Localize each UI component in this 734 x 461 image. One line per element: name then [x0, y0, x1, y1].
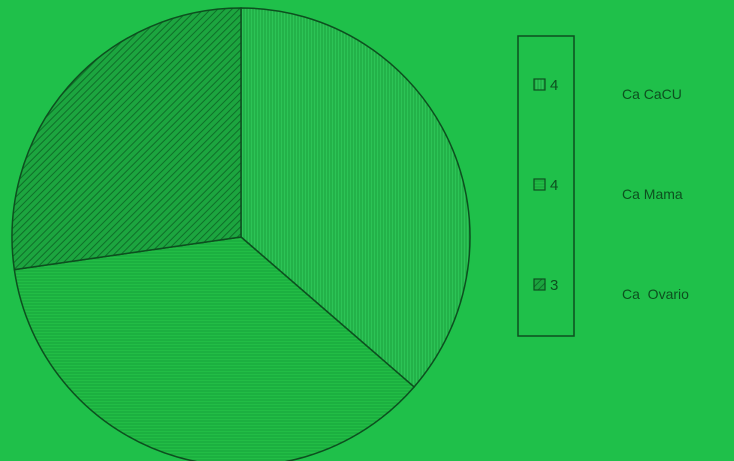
- legend-box: [517, 35, 575, 337]
- legend-swatch-3: [533, 278, 546, 291]
- legend-label-2: Ca Mama: [622, 186, 683, 202]
- pie-slices: [11, 7, 471, 461]
- legend-swatch-2: [533, 178, 546, 191]
- pie-slice-2: [13, 236, 416, 461]
- pie-slice-1: [240, 7, 471, 389]
- legend: 4 Ca CaCU 4 Ca Mama 3 Ca Ovario: [533, 77, 689, 302]
- legend-value-3: 3: [550, 277, 558, 294]
- legend-value-2: 4: [550, 177, 558, 194]
- pie-slice-3: [11, 7, 242, 271]
- legend-swatch-1: [533, 78, 546, 91]
- legend-label-3: Ca Ovario: [622, 286, 689, 302]
- legend-value-1: 4: [550, 77, 558, 94]
- legend-label-1: Ca CaCU: [622, 86, 682, 102]
